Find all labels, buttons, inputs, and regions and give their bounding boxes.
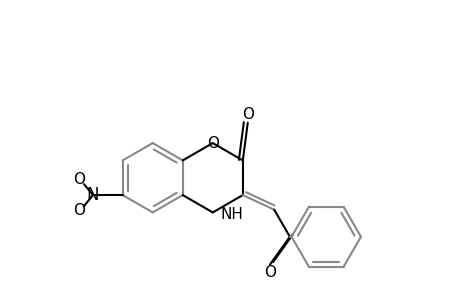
Text: O: O xyxy=(207,136,218,151)
Text: O: O xyxy=(263,265,275,280)
Text: O: O xyxy=(73,203,85,218)
Text: NH: NH xyxy=(220,207,243,222)
Text: N: N xyxy=(87,186,99,204)
Text: O: O xyxy=(241,107,253,122)
Text: O: O xyxy=(73,172,85,187)
